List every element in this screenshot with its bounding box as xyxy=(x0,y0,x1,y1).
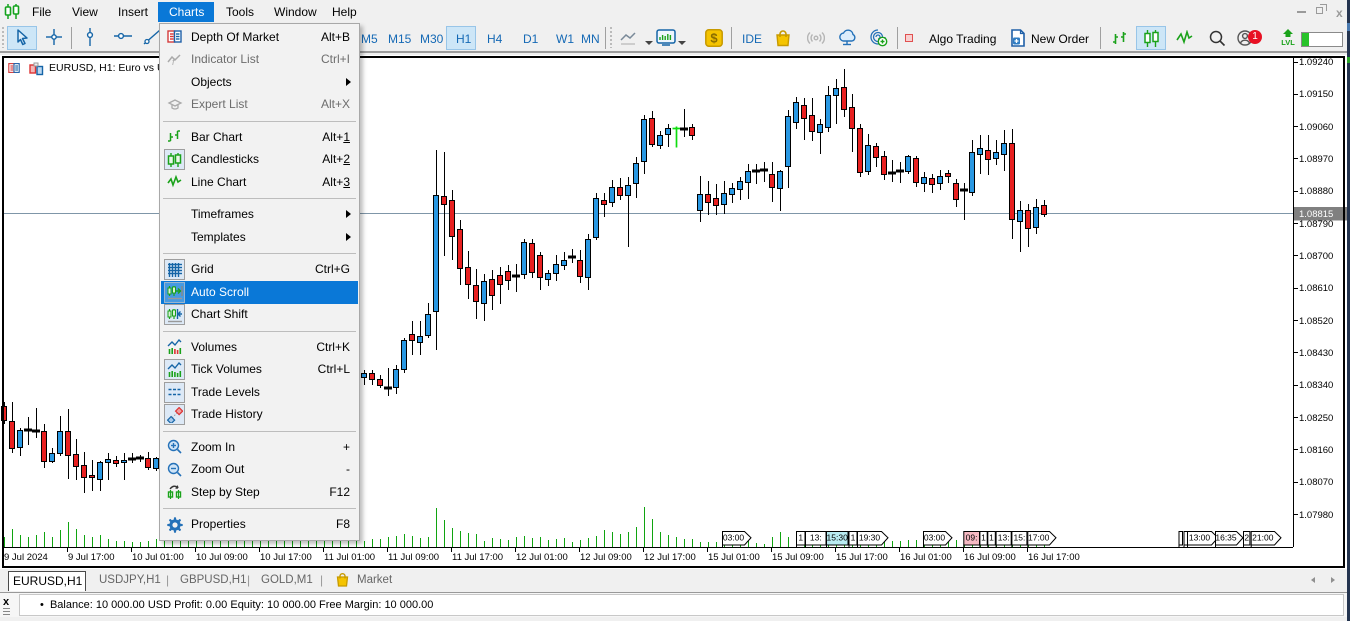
svg-text:f: f xyxy=(172,57,176,67)
svg-text:17:00: 17:00 xyxy=(1028,533,1050,543)
svg-text:16 Jul 17:00: 16 Jul 17:00 xyxy=(1028,552,1080,563)
svg-text:10 Jul 01:00: 10 Jul 01:00 xyxy=(132,552,184,563)
svg-text:9 Jul 17:00: 9 Jul 17:00 xyxy=(68,552,114,563)
svg-text:1.08815: 1.08815 xyxy=(1299,209,1333,220)
svg-text:15:: 15: xyxy=(1013,533,1025,543)
svg-text:13:: 13: xyxy=(810,533,822,543)
svg-text:16 Jul 01:00: 16 Jul 01:00 xyxy=(900,552,952,563)
svg-text:19:30: 19:30 xyxy=(859,533,881,543)
svg-text:11 Jul 09:00: 11 Jul 09:00 xyxy=(388,552,439,563)
svg-text:1.08880: 1.08880 xyxy=(1299,186,1333,197)
svg-text:1.09240: 1.09240 xyxy=(1299,57,1333,68)
svg-text:21:00: 21:00 xyxy=(1252,533,1274,543)
svg-text:2: 2 xyxy=(1244,533,1249,543)
svg-text:1: 1 xyxy=(989,533,994,543)
svg-text:13:: 13: xyxy=(998,533,1010,543)
svg-text:1.08070: 1.08070 xyxy=(1299,477,1333,488)
svg-text:03:00: 03:00 xyxy=(924,533,946,543)
svg-text:1: 1 xyxy=(798,533,803,543)
svg-text:1.09060: 1.09060 xyxy=(1299,122,1333,133)
svg-text:15:30: 15:30 xyxy=(827,533,849,543)
svg-text:$: $ xyxy=(710,31,718,46)
svg-text:10 Jul 09:00: 10 Jul 09:00 xyxy=(196,552,248,563)
svg-text:15 Jul 17:00: 15 Jul 17:00 xyxy=(836,552,888,563)
svg-text:1.08970: 1.08970 xyxy=(1299,154,1333,165)
svg-text:1.08340: 1.08340 xyxy=(1299,380,1333,391)
svg-text:1.08250: 1.08250 xyxy=(1299,413,1333,424)
svg-text:12 Jul 09:00: 12 Jul 09:00 xyxy=(580,552,632,563)
svg-text:11 Jul 01:00: 11 Jul 01:00 xyxy=(324,552,375,563)
svg-text:09:: 09: xyxy=(966,533,978,543)
svg-text:16 Jul 09:00: 16 Jul 09:00 xyxy=(964,552,1016,563)
svg-text:1.07980: 1.07980 xyxy=(1299,510,1333,521)
svg-text:1: 1 xyxy=(851,533,856,543)
svg-text:12 Jul 17:00: 12 Jul 17:00 xyxy=(644,552,696,563)
svg-text:10 Jul 17:00: 10 Jul 17:00 xyxy=(260,552,312,563)
svg-text:1.08520: 1.08520 xyxy=(1299,316,1333,327)
svg-text:15 Jul 01:00: 15 Jul 01:00 xyxy=(708,552,760,563)
svg-text:15 Jul 09:00: 15 Jul 09:00 xyxy=(772,552,824,563)
svg-text:1.08160: 1.08160 xyxy=(1299,445,1333,456)
svg-text:1.08610: 1.08610 xyxy=(1299,283,1333,294)
svg-text:03:00: 03:00 xyxy=(723,533,745,543)
svg-text:9 Jul 2024: 9 Jul 2024 xyxy=(4,552,48,563)
svg-text:12 Jul 01:00: 12 Jul 01:00 xyxy=(516,552,568,563)
svg-text:LVL: LVL xyxy=(1281,38,1295,46)
svg-text:11 Jul 17:00: 11 Jul 17:00 xyxy=(452,552,503,563)
svg-text:16:35: 16:35 xyxy=(1215,533,1237,543)
svg-text:13:00: 13:00 xyxy=(1189,533,1211,543)
svg-text:1.08700: 1.08700 xyxy=(1299,251,1333,262)
svg-text:1.08790: 1.08790 xyxy=(1299,219,1333,230)
svg-text:1.09150: 1.09150 xyxy=(1299,89,1333,100)
svg-text:1.08430: 1.08430 xyxy=(1299,348,1333,359)
svg-text:1: 1 xyxy=(981,533,986,543)
